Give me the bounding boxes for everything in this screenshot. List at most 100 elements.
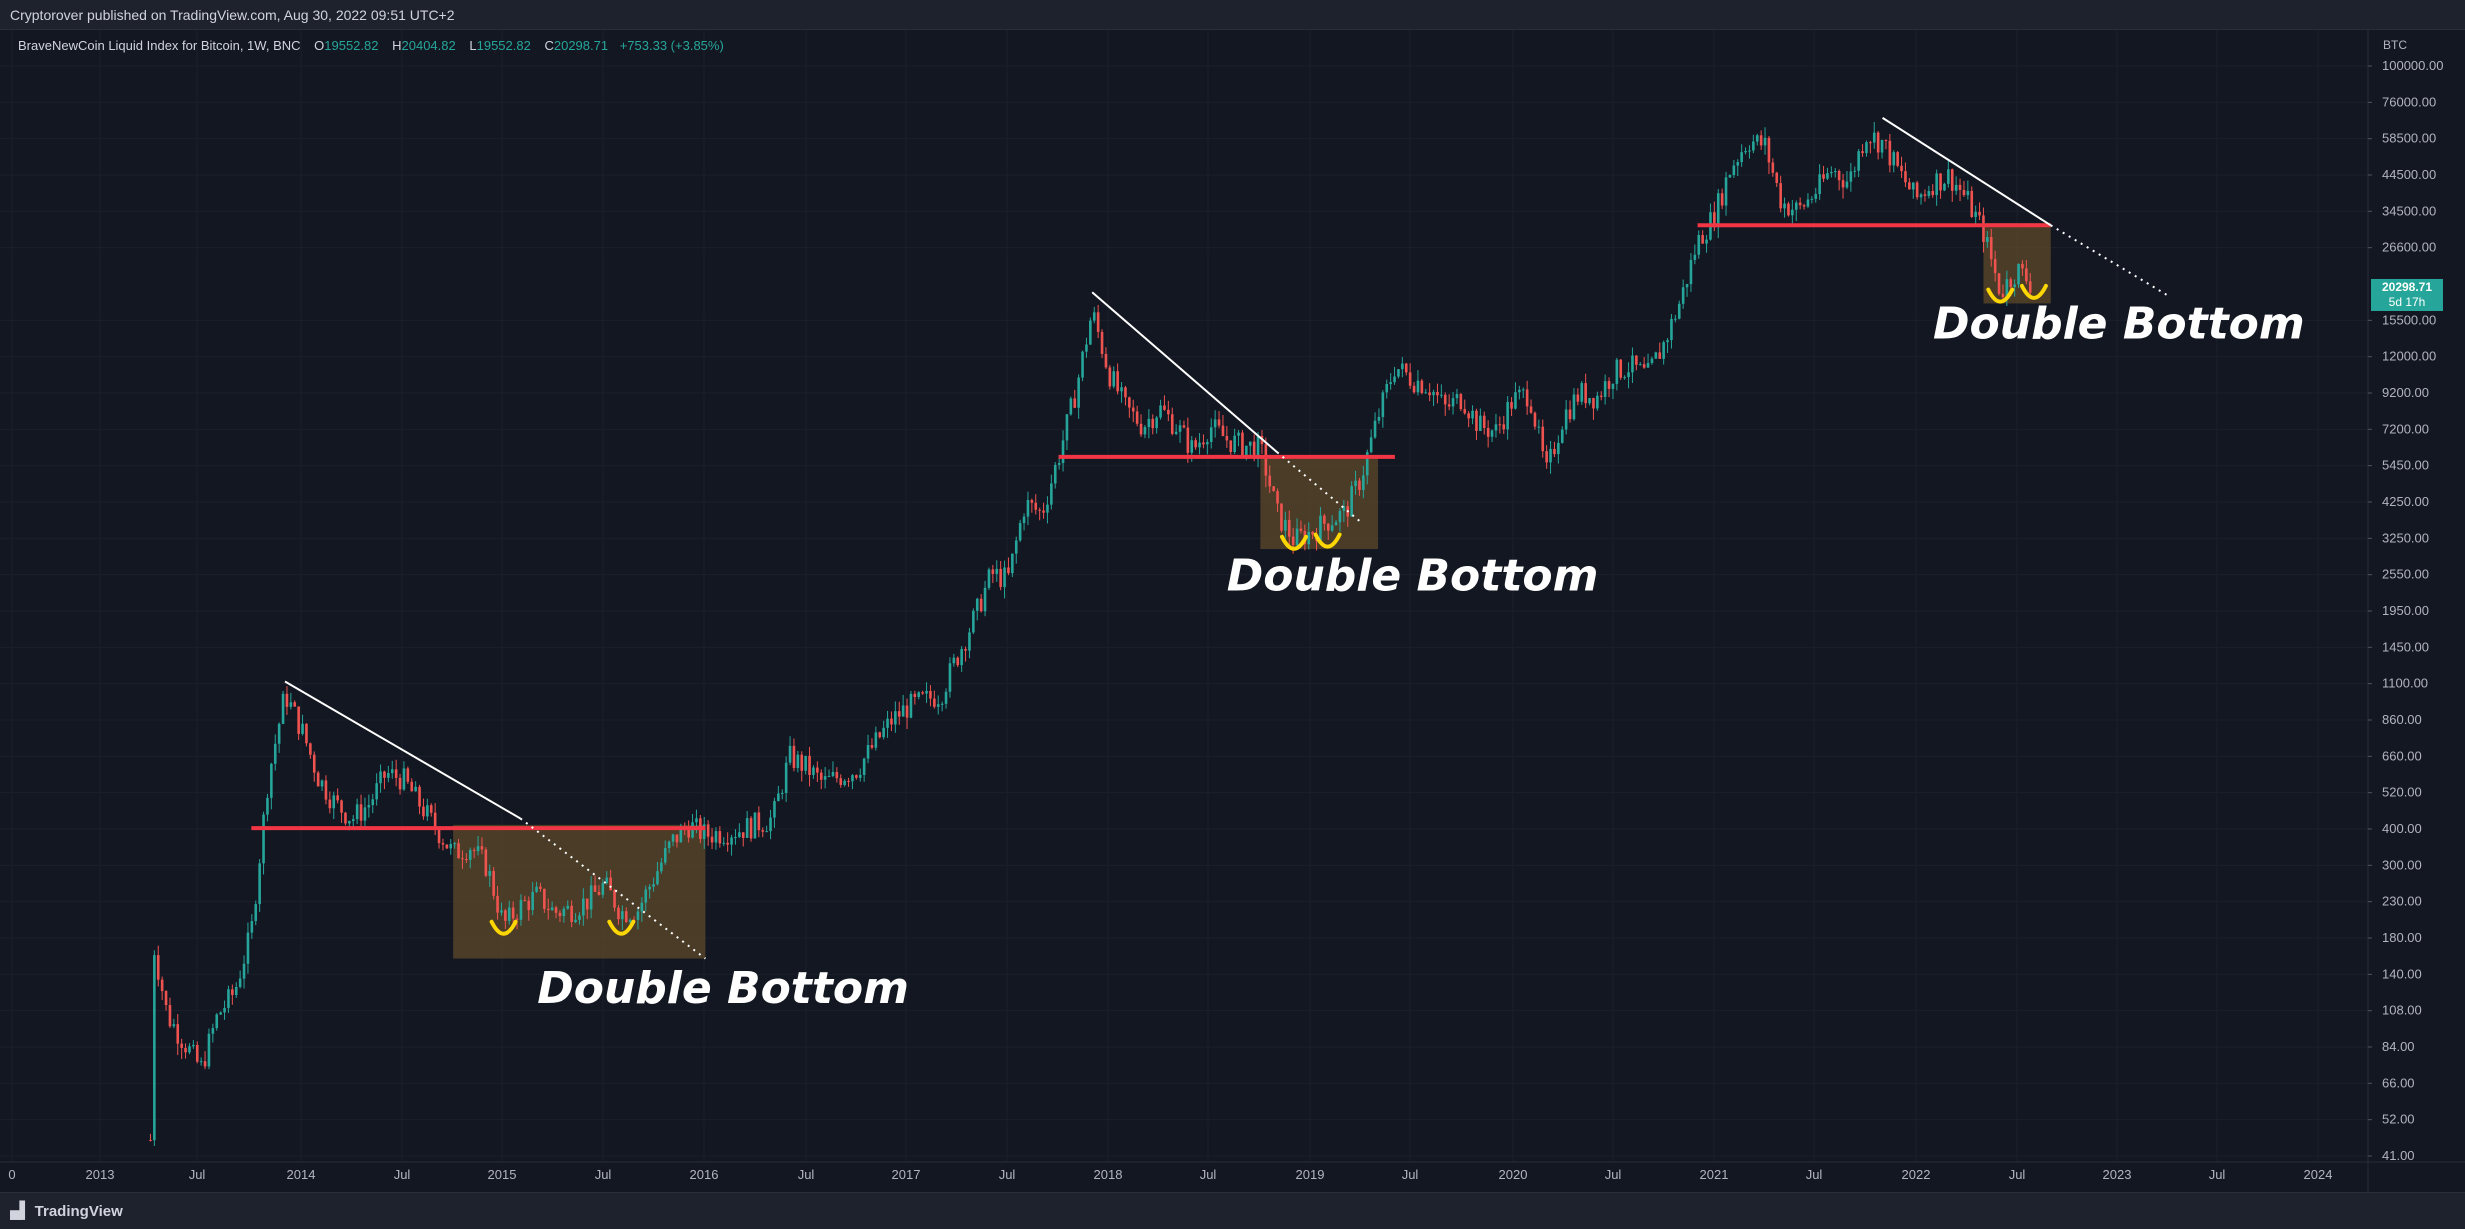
candle-body (886, 718, 889, 728)
candle-body (1806, 199, 1810, 207)
candle-body (1506, 402, 1509, 430)
candle-body (702, 824, 706, 839)
candle-body (562, 908, 566, 917)
candle-body (1447, 404, 1451, 407)
candle-body (905, 705, 909, 718)
candle-body (835, 772, 839, 779)
candle-body (238, 978, 242, 987)
candle-body (624, 911, 628, 923)
candle-body (1529, 406, 1533, 413)
candle-body (543, 888, 546, 909)
candle-body (1560, 429, 1564, 443)
candle-body (1167, 409, 1170, 415)
smile-marker (1279, 534, 1308, 551)
candle-body (1104, 353, 1108, 368)
candle-body (285, 693, 289, 707)
candle-body (1284, 519, 1287, 531)
candle-body (578, 915, 581, 920)
candle-body (1502, 424, 1506, 430)
tradingview-logo-icon: ▄▌ (10, 1202, 31, 1219)
x-tick-label: Jul (999, 1167, 1016, 1182)
candle-body (1354, 480, 1357, 487)
trendline-solid (1091, 291, 1278, 454)
candle-body (234, 986, 238, 996)
candle-body (929, 690, 932, 699)
x-tick-label: Jul (1806, 1167, 1823, 1182)
candle-body (831, 772, 835, 777)
candle-body (987, 569, 991, 588)
candle-body (1178, 425, 1182, 432)
candle-body (414, 786, 417, 792)
candle-body (1549, 448, 1552, 463)
high-value: 20404.82 (401, 38, 456, 53)
candle-body (1572, 394, 1576, 420)
y-tick-label: 1950.00 (2382, 603, 2429, 618)
candle-body (1537, 426, 1541, 428)
candle-body (242, 963, 246, 979)
tradingview-brand[interactable]: ▄▌ TradingView (10, 1200, 123, 1222)
candle-body (1689, 259, 1693, 285)
y-tick-label: 7200.00 (2382, 421, 2429, 436)
candle-body (1358, 480, 1361, 490)
candle-body (1615, 359, 1619, 384)
candle-body (878, 732, 882, 738)
candle-body (609, 877, 612, 891)
candle-body (1011, 553, 1014, 574)
candle-body (492, 870, 495, 896)
candle-body (1841, 180, 1845, 188)
candle-body (449, 844, 453, 849)
candle-body (706, 824, 710, 837)
candle-body (566, 905, 570, 909)
candle-body (1833, 171, 1837, 173)
candle-body (917, 692, 921, 697)
candle-body (1022, 516, 1026, 524)
candle-body (297, 706, 300, 734)
candle-body (1077, 377, 1080, 408)
candle-body (819, 772, 823, 780)
candle-body (2021, 263, 2024, 269)
candle-body (1740, 152, 1743, 163)
candle-body (1206, 442, 1209, 445)
candle-body (1245, 445, 1248, 457)
x-tick-label: 2023 (2103, 1167, 2132, 1182)
candle-body (1978, 211, 1981, 216)
candle-body (1631, 355, 1634, 373)
candle-body (1970, 190, 1974, 218)
publisher-bar: Cryptorover published on TradingView.com… (0, 0, 2465, 30)
candle-body (246, 932, 250, 964)
candle-body (1732, 165, 1736, 176)
axes: BTC 100000.00 76000.00 58500.00 44500.00 3450… (0, 30, 2465, 1192)
candle-body (851, 775, 854, 782)
y-tick-label: 3250.00 (2382, 530, 2429, 545)
candle-body (816, 767, 819, 773)
candle-body (921, 692, 924, 694)
candle-body (266, 797, 269, 815)
candle-body (371, 799, 375, 806)
y-tick-label: 300.00 (2382, 857, 2422, 872)
candle-body (1100, 331, 1104, 354)
candle-body (1046, 504, 1049, 513)
candle-body (1837, 171, 1841, 181)
candle-body (1596, 395, 1599, 409)
candle-body (156, 955, 160, 980)
candle-body (617, 907, 620, 920)
y-tick-label: 2550.00 (2382, 567, 2429, 582)
candle-body (1042, 510, 1045, 513)
candle-body (168, 1005, 172, 1027)
candle-body (1342, 506, 1346, 511)
candle-body (1911, 182, 1915, 190)
candle-body (1744, 151, 1747, 153)
candle-body (527, 900, 531, 911)
y-tick-label: 400.00 (2382, 821, 2422, 836)
y-tick-label: 41.00 (2382, 1148, 2415, 1163)
candle-body (1143, 427, 1147, 435)
candle-body (1962, 189, 1966, 196)
candle-body (1202, 442, 1205, 445)
candle-body (999, 568, 1002, 588)
candle-body (1876, 132, 1880, 153)
symbol-legend: BraveNewCoin Liquid Index for Bitcoin, 1… (18, 38, 724, 53)
low-value: 19552.82 (476, 38, 531, 53)
candle-body (1627, 372, 1630, 378)
y-tick-label: 108.00 (2382, 1003, 2422, 1018)
